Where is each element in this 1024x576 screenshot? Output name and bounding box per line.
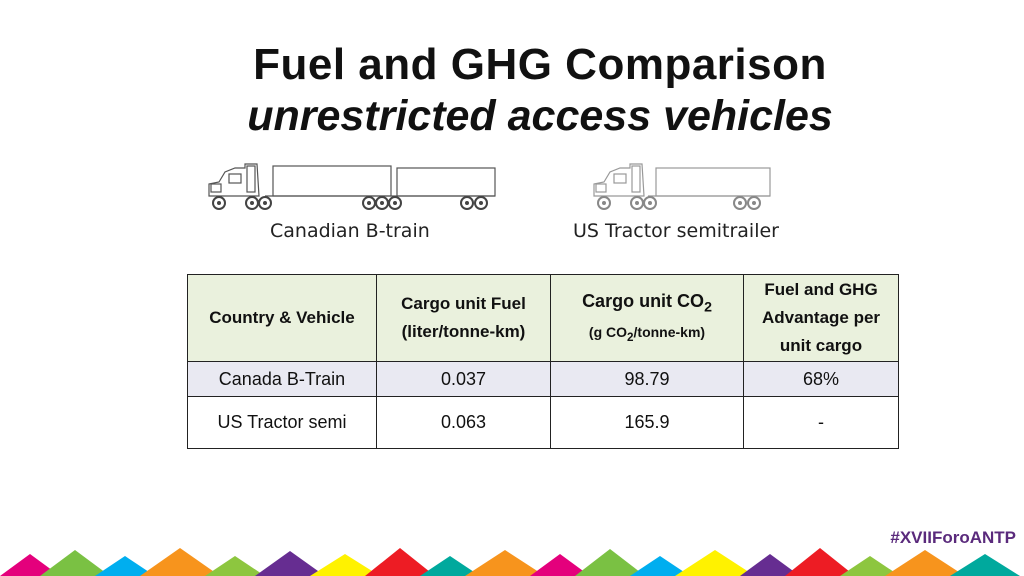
decorative-triangle-band [0,548,1020,576]
slide-title: Fuel and GHG Comparison [253,40,827,89]
b-train-label: Canadian B-train [270,220,430,242]
cell-advantage: 68% [743,361,899,397]
header-country-vehicle: Country & Vehicle [187,274,377,362]
semitrailer-label: US Tractor semitrailer [573,220,779,242]
footer-hashtag: #XVIIForoANTP [890,528,1016,547]
header-cargo-co2: Cargo unit CO2 (g CO2/tonne-km) [550,274,744,362]
cell-co2: 98.79 [550,361,744,397]
cell-co2: 165.9 [550,396,744,449]
table-header-row: Country & Vehicle Cargo unit Fuel (liter… [187,274,899,362]
cell-vehicle: US Tractor semi [187,396,377,449]
cell-advantage: - [743,396,899,449]
cell-vehicle: Canada B-Train [187,361,377,397]
comparison-table: Country & Vehicle Cargo unit Fuel (liter… [187,274,899,449]
header-cargo-fuel: Cargo unit Fuel (liter/tonne-km) [376,274,551,362]
table-row: Canada B-Train 0.037 98.79 68% [187,361,899,397]
slide-subtitle: unrestricted access vehicles [247,92,833,140]
cell-fuel: 0.037 [376,361,551,397]
b-train-truck-icon [208,163,496,210]
table-row: US Tractor semi 0.063 165.9 - [187,396,899,449]
cell-fuel: 0.063 [376,396,551,449]
semitrailer-truck-icon [593,163,771,210]
header-advantage: Fuel and GHG Advantage per unit cargo [743,274,899,362]
